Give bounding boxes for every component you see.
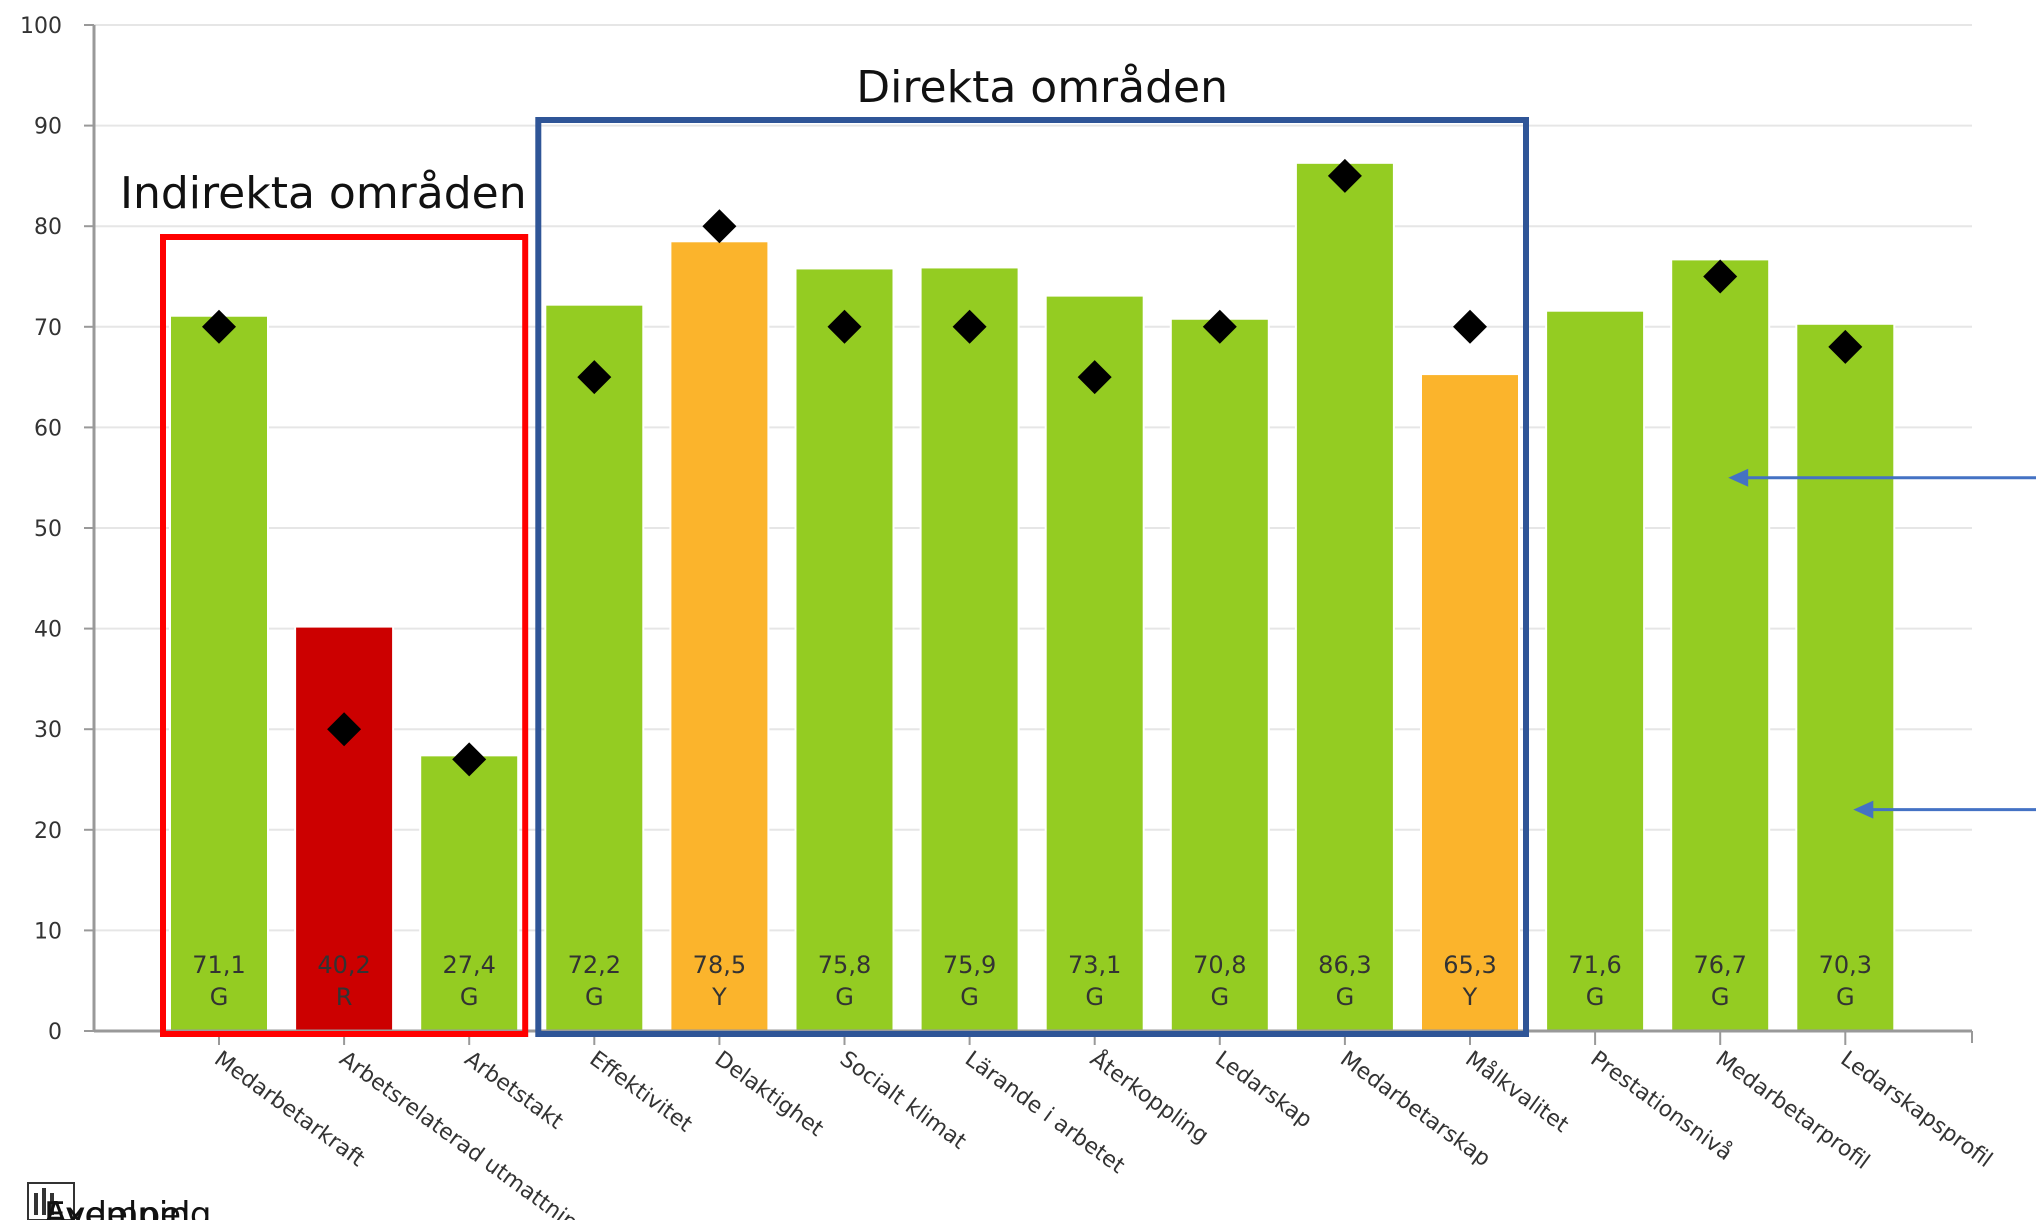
y-tick-label: 50 — [34, 517, 62, 542]
bar — [1294, 161, 1395, 1032]
x-tick-label: Arbetstakt — [460, 1047, 568, 1135]
x-tick-label: Socialt klimat — [835, 1047, 971, 1155]
target-marker — [1828, 329, 1863, 364]
bar — [1169, 317, 1270, 1032]
x-tick-label: Ledarskap — [1210, 1047, 1316, 1134]
bar-status-label: G — [210, 983, 229, 1011]
bar-status-label: G — [1586, 983, 1605, 1011]
target-marker — [1703, 259, 1738, 294]
y-tick-label: 100 — [20, 14, 62, 39]
target-marker — [1202, 309, 1237, 344]
bar-status-label: G — [835, 983, 854, 1011]
bar-value-label: 71,6 — [1568, 951, 1621, 979]
target-marker — [452, 742, 487, 777]
grid-layer — [94, 24, 1972, 932]
marker-layer — [202, 158, 1863, 777]
bar-value-label: 65,3 — [1443, 951, 1496, 979]
bar — [1044, 294, 1145, 1032]
bar — [1420, 373, 1520, 1033]
bar-status-label: G — [585, 983, 604, 1011]
bar-value-label: 86,3 — [1318, 951, 1371, 979]
target-marker — [702, 209, 737, 244]
bar-value-label: 71,1 — [192, 951, 245, 979]
bar-status-label: G — [1085, 983, 1104, 1011]
target-marker — [577, 360, 612, 395]
y-tick-label: 80 — [34, 215, 62, 240]
bar-value-label: 72,2 — [568, 951, 621, 979]
bar-layer — [169, 161, 1896, 1033]
bar — [669, 240, 770, 1033]
y-tick-label: 60 — [34, 416, 62, 441]
target-marker — [202, 309, 236, 344]
bar — [794, 267, 895, 1032]
group-box — [160, 234, 529, 1037]
bar-value-label: 27,4 — [442, 951, 495, 979]
target-marker — [827, 309, 862, 344]
bar-status-label: G — [960, 983, 979, 1011]
bar — [294, 625, 395, 1032]
bar-status-label: R — [336, 983, 353, 1011]
bar-value-label: 76,7 — [1693, 951, 1746, 979]
bar-value-label: 70,3 — [1819, 951, 1872, 979]
logo-icon — [27, 1182, 75, 1220]
y-tick-label: 90 — [34, 115, 62, 140]
arrow-head — [1853, 800, 1874, 819]
bar-value-label: 70,8 — [1193, 951, 1246, 979]
y-tick-label: 0 — [48, 1020, 62, 1045]
y-tick-label: 20 — [34, 819, 62, 844]
target-marker — [1453, 309, 1487, 344]
bar-status-label: Y — [711, 983, 727, 1011]
target-marker — [327, 712, 362, 747]
bar — [544, 303, 645, 1032]
group-layer: Indirekta områden Direkta områden — [120, 62, 1529, 1037]
footer-overlay-text: Avdelning — [44, 1195, 211, 1220]
y-tick-label: 70 — [34, 316, 62, 341]
bar — [1670, 258, 1771, 1032]
y-tick-label: 40 — [34, 618, 62, 643]
group-box — [535, 117, 1529, 1037]
axis-layer: 0 10 20 30 40 50 60 70 80 90 100 — [20, 14, 1973, 1045]
target-marker — [1077, 360, 1112, 395]
x-tick-label: Återkoppling — [1085, 1045, 1214, 1149]
bar-status-label: Y — [1462, 983, 1478, 1011]
footer: Avdelning Exempel — [27, 1182, 211, 1220]
x-tick-label: Effektivitet — [585, 1047, 697, 1138]
bar — [1545, 309, 1646, 1033]
bar — [919, 266, 1020, 1033]
bar-value-label: 78,5 — [693, 951, 746, 979]
bar-status-label: G — [1836, 983, 1855, 1011]
y-tick-label: 30 — [34, 718, 62, 743]
arrow-layer — [1728, 468, 2036, 819]
group-title: Direkta områden — [856, 62, 1228, 113]
target-marker — [952, 309, 987, 344]
bar — [169, 314, 269, 1032]
x-tick-label: Arbetsrelaterad utmattning — [335, 1047, 594, 1220]
target-marker — [1327, 158, 1362, 193]
y-tick-label: 10 — [34, 919, 62, 944]
group-title: Indirekta områden — [120, 168, 527, 219]
x-tick-label: Delaktighet — [710, 1047, 828, 1142]
bar — [1795, 322, 1896, 1033]
bar-status-label: G — [460, 983, 479, 1011]
bar-value-label: 73,1 — [1068, 951, 1121, 979]
bar-value-label: 40,2 — [317, 951, 370, 979]
bar-value-label: 75,8 — [818, 951, 871, 979]
bar-value-label: 75,9 — [943, 951, 996, 979]
bar — [419, 754, 520, 1033]
x-tick-label: Målkvalitet — [1460, 1046, 1573, 1138]
footer-text: Exempel — [44, 1195, 191, 1220]
bar-status-label: G — [1711, 983, 1730, 1011]
bar-status-label: G — [1336, 983, 1355, 1011]
arrow-head — [1728, 468, 1749, 487]
bar-status-label: G — [1210, 983, 1229, 1011]
label-layer: 71,1GMedarbetarkraft40,2RArbetsrelaterad… — [192, 951, 1996, 1220]
